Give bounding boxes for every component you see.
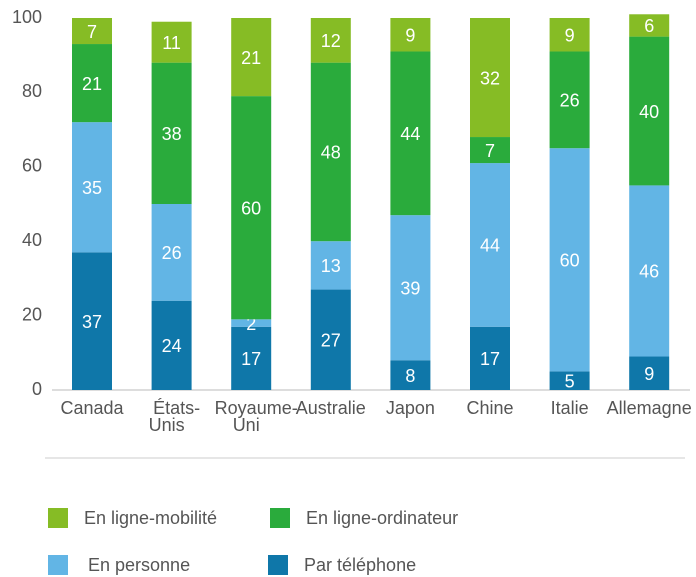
data-label: 21 [82,74,102,94]
bar-segment [629,14,670,37]
bar-segment [629,36,670,186]
bar-segment [231,326,272,390]
y-tick-label: 60 [22,156,42,176]
data-label: 39 [400,278,420,298]
bar-segment [310,18,351,63]
data-label: 60 [560,251,580,271]
bar-segment [390,51,431,216]
x-tick-label: Japon [386,398,435,418]
y-tick-label: 100 [12,7,42,27]
data-label: 46 [639,262,659,282]
bar-segment [470,18,510,138]
bar-segment [549,51,590,149]
x-tick-label: Canada [60,398,124,418]
data-label: 21 [241,48,261,68]
data-label: 35 [82,178,102,198]
x-tick-label: Royaume-Uni [215,398,298,435]
data-label: 9 [644,364,654,384]
data-label: 2 [246,314,256,334]
data-label: 48 [321,143,341,163]
data-label: 8 [405,366,415,386]
data-label: 6 [644,16,654,36]
legend-swatch [268,555,288,575]
x-tick-label: Australie [296,398,366,418]
bar-segment [470,137,510,164]
legend-label: Par téléphone [304,555,416,575]
data-label: 17 [480,349,500,369]
y-tick-label: 20 [22,304,42,324]
data-label: 17 [241,349,261,369]
bar-segment [151,62,192,204]
bar-segment [231,96,272,320]
bar-segment [310,241,351,290]
bar-segment [629,185,670,357]
data-label: 44 [400,124,420,144]
legend-label: En personne [88,555,190,575]
data-label: 26 [560,91,580,111]
data-label: 7 [485,141,495,161]
bar-segment [231,18,272,97]
data-label: 44 [480,236,500,256]
y-tick-label: 80 [22,81,42,101]
legend-label: En ligne-mobilité [84,508,217,528]
bar-segment [72,122,112,253]
data-label: 13 [321,256,341,276]
x-tick-label: Chine [466,398,513,418]
x-tick-label: Italie [551,398,589,418]
data-label: 38 [162,124,182,144]
data-label: 60 [241,198,261,218]
bar-segment [151,21,192,63]
data-label: 11 [162,33,181,53]
data-label: 5 [565,371,575,391]
data-label: 32 [480,68,500,88]
x-tick-label: Allemagne [607,398,692,418]
bar-segment [549,148,590,372]
data-label: 26 [162,243,182,263]
bar-segment [390,18,431,52]
bar-segment [549,18,590,52]
data-label: 9 [405,25,415,45]
y-tick-label: 40 [22,230,42,250]
data-label: 27 [321,331,341,351]
data-label: 12 [321,31,341,51]
bar-segment [390,360,431,390]
bar-segment [390,215,431,361]
data-label: 9 [565,25,575,45]
bar-segment [310,62,351,242]
legend-swatch [48,508,68,528]
bar-segment [310,289,351,390]
bar-segment [151,204,192,301]
legend-swatch [48,555,68,575]
data-label: 40 [639,102,659,122]
y-tick-label: 0 [32,379,42,399]
data-label: 24 [162,336,182,356]
bar-segment [72,44,112,123]
x-tick-label: États-Unis [149,398,201,435]
legend-swatch [270,508,290,528]
bar-segment [470,163,510,327]
bar-segment [72,252,112,390]
data-label: 7 [87,22,97,42]
legend-label: En ligne-ordinateur [306,508,458,528]
data-label: 37 [82,312,102,332]
bar-segment [151,300,192,390]
bar-segment [231,319,272,327]
bar-segment [72,18,112,45]
bar-segment [549,371,590,390]
bar-segment [629,356,670,390]
bar-segment [470,326,510,390]
